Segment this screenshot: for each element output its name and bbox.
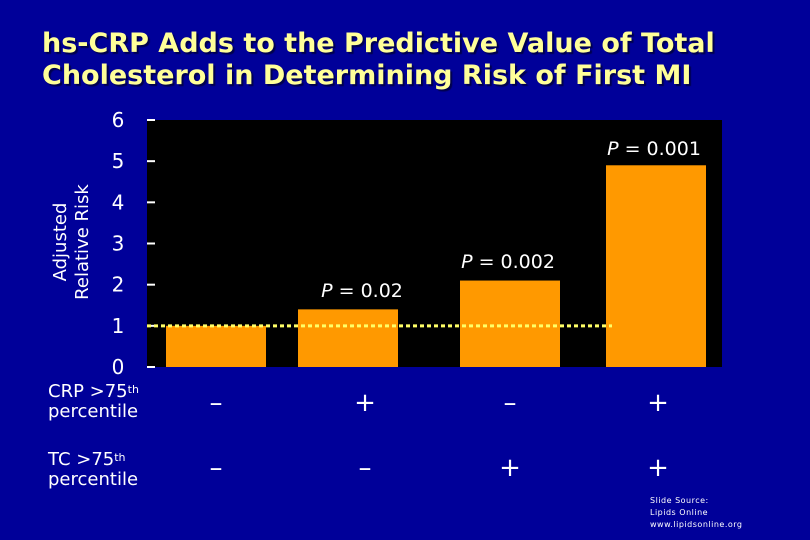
crp-row-label-text: CRP >75	[48, 381, 128, 402]
crp-mark-3: –	[503, 388, 517, 418]
tc-row-label-sup: th	[114, 451, 126, 464]
crp-row-label-sup: th	[127, 383, 139, 396]
y-tick-label: 0	[112, 355, 125, 379]
slide-title-line-1: hs-CRP Adds to the Predictive Value of T…	[42, 28, 715, 59]
slide-source-line-2: Lipids Online	[650, 508, 709, 517]
slide-source-line-1: Slide Source:	[650, 496, 709, 505]
crp-row-label: CRP >75th percentile	[48, 382, 139, 422]
bar-2	[298, 309, 398, 367]
y-tick-label: 5	[112, 149, 125, 173]
p-symbol: P	[607, 138, 619, 160]
p-value: = 0.002	[473, 251, 555, 273]
y-axis-label-line: Adjusted	[50, 203, 71, 282]
slide-title-line-2: Cholesterol in Determining Risk of First…	[42, 60, 692, 91]
y-tick-label: 4	[112, 190, 125, 214]
y-tick-label: 3	[112, 232, 125, 256]
bar-4	[606, 165, 706, 367]
p-value-label-3: P = 0.002	[461, 251, 555, 273]
p-symbol: P	[461, 251, 473, 273]
y-axis-label: AdjustedRelative Risk	[50, 184, 93, 300]
slide-title: hs-CRP Adds to the Predictive Value of T…	[42, 28, 802, 92]
p-value-label-4: P = 0.001	[607, 138, 701, 160]
p-value: = 0.02	[333, 280, 403, 302]
crp-mark-4: +	[647, 388, 669, 418]
p-value-label-2: P = 0.02	[321, 280, 403, 302]
p-value: = 0.001	[619, 138, 701, 160]
tc-row-label-text: TC >75	[48, 449, 115, 470]
bar-3	[460, 280, 560, 367]
p-symbol: P	[321, 280, 333, 302]
tc-mark-2: –	[358, 453, 372, 483]
tc-mark-3: +	[499, 453, 521, 483]
crp-mark-2: +	[354, 388, 376, 418]
y-tick-label: 6	[112, 108, 125, 132]
tc-mark-4: +	[647, 453, 669, 483]
tc-row-label-percentile: percentile	[48, 469, 139, 490]
y-axis-label-line: Relative Risk	[72, 184, 93, 300]
crp-row-label-percentile: percentile	[48, 401, 139, 422]
y-tick-label: 2	[112, 273, 125, 297]
crp-mark-1: –	[209, 388, 223, 418]
slide-source: Slide Source: Lipids Online www.lipidson…	[650, 495, 800, 531]
bar-1	[166, 325, 266, 367]
tc-mark-1: –	[209, 453, 223, 483]
tc-row-label: TC >75th percentile	[48, 450, 138, 490]
y-tick-label: 1	[112, 314, 125, 338]
slide-source-line-3: www.lipidsonline.org	[650, 520, 743, 529]
